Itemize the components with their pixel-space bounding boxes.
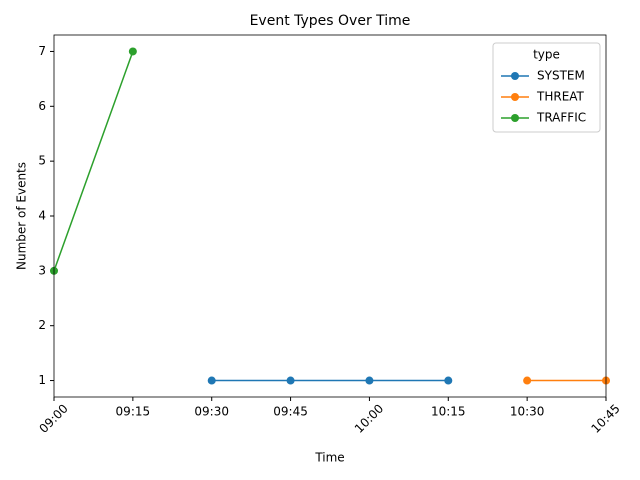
y-tick-label: 7 [38,44,46,58]
point [365,376,374,385]
legend-label: THREAT [536,90,585,104]
x-tick-label: 09:30 [194,405,229,419]
y-axis-label: Number of Events [15,162,29,270]
chart-title: Event Types Over Time [250,13,411,29]
point [444,376,453,385]
y-tick-label: 1 [38,373,46,387]
series-line [53,51,134,272]
x-axis-label: Time [314,451,344,465]
x-tick-label: 09:45 [273,405,308,419]
legend-label: SYSTEM [537,69,585,83]
legend-title: type [533,48,560,62]
legend-marker [511,72,519,80]
x-tick-label: 10:30 [510,405,545,419]
y-tick-label: 6 [38,99,46,113]
x-tick-label: 10:15 [431,405,466,419]
y-tick-label: 4 [38,209,46,223]
y-tick-label: 3 [38,263,46,277]
point [523,376,532,385]
legend-label: TRAFFIC [536,111,586,125]
y-tick-label: 2 [38,318,46,332]
legend-marker [511,93,519,101]
x-tick-label: 09:00 [36,401,70,435]
y-tick-label: 5 [38,154,46,168]
legend-box [492,42,601,133]
point [286,376,295,385]
plot-frame [53,34,607,398]
legend-marker [511,114,519,122]
point [207,376,216,385]
point [128,47,137,56]
x-tick-label: 10:00 [352,401,386,435]
x-tick-label: 09:15 [116,405,151,419]
x-tick-label: 10:45 [588,401,622,435]
